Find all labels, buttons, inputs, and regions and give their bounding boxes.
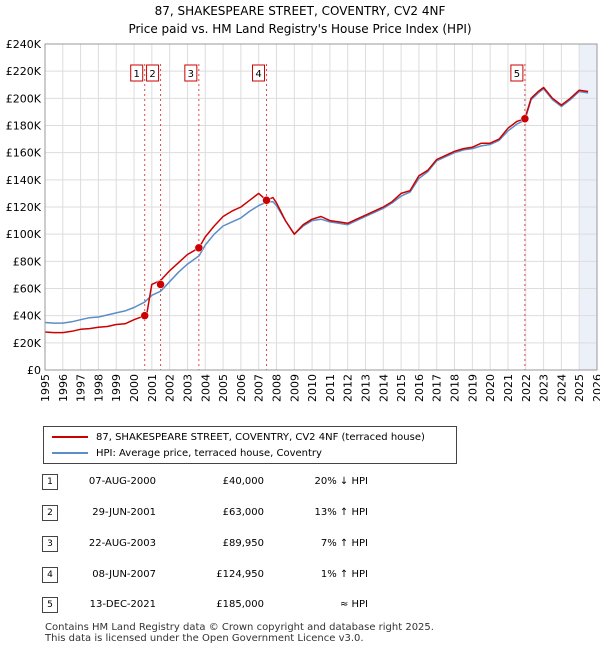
footer-license: This data is licensed under the Open Gov…: [45, 633, 364, 644]
sale-date: 07-AUG-2000: [88, 476, 156, 487]
x-tick-label: 1995: [39, 374, 52, 402]
y-tick-label: £80K: [13, 255, 42, 268]
sale-number: 4: [42, 567, 58, 583]
x-tick-label: 2004: [199, 374, 212, 402]
y-tick-label: £240K: [6, 38, 42, 51]
sale-marker-label: 4: [255, 69, 261, 80]
legend-item-hpi: HPI: Average price, terraced house, Cove…: [52, 445, 322, 461]
series-line: [44, 88, 589, 324]
sale-hpi-compare: 7% ↑ HPI: [320, 538, 368, 549]
y-tick-label: £200K: [6, 92, 42, 105]
legend-swatch-property: [52, 436, 88, 438]
legend-item-property: 87, SHAKESPEARE STREET, COVENTRY, CV2 4N…: [52, 429, 425, 445]
sale-price: £40,000: [222, 476, 264, 487]
sale-price: £124,950: [216, 569, 264, 580]
sale-marker-label: 2: [149, 69, 155, 80]
sale-point: [262, 196, 271, 205]
sale-point: [520, 114, 530, 123]
y-tick-label: £60K: [13, 283, 42, 296]
sale-price: £185,000: [216, 599, 264, 610]
sale-date: 22-AUG-2003: [88, 538, 156, 549]
y-tick-label: £120K: [6, 201, 42, 214]
x-tick-label: 2001: [146, 374, 159, 402]
y-tick-label: £0: [27, 364, 41, 377]
x-tick-label: 1996: [57, 374, 70, 402]
x-tick-label: 1997: [75, 374, 88, 402]
legend-swatch-hpi: [52, 452, 88, 454]
x-tick-label: 2020: [484, 374, 497, 402]
y-tick-label: £160K: [6, 147, 42, 160]
sale-hpi-compare: ≈ HPI: [339, 599, 368, 610]
footer-copyright: Contains HM Land Registry data © Crown c…: [45, 622, 434, 633]
x-tick-label: 2000: [128, 374, 141, 402]
x-tick-label: 2002: [164, 374, 177, 402]
x-tick-label: 2023: [538, 374, 551, 402]
x-tick-label: 2022: [520, 374, 533, 402]
sale-marker-box: [510, 64, 524, 82]
table-row: 4 08-JUN-2007 £124,950 1% ↑ HPI: [0, 567, 600, 587]
x-tick-label: 2008: [270, 374, 283, 402]
x-tick-label: 2015: [395, 374, 408, 402]
x-tick-label: 2005: [217, 374, 230, 402]
plot-frame: [44, 43, 598, 371]
x-tick-label: 2025: [573, 374, 586, 402]
x-tick-label: 2013: [360, 374, 373, 402]
table-row: 3 22-AUG-2003 £89,950 7% ↑ HPI: [0, 536, 600, 556]
sale-date: 08-JUN-2007: [92, 569, 156, 580]
sale-price: £89,950: [222, 538, 264, 549]
sale-marker-box: [184, 64, 198, 82]
sale-number: 2: [42, 505, 58, 521]
sale-number: 3: [42, 536, 58, 552]
x-tick-label: 2011: [324, 374, 337, 402]
x-tick-label: 1999: [110, 374, 123, 402]
x-tick-label: 2021: [502, 374, 515, 402]
x-tick-label: 2010: [306, 374, 319, 402]
x-tick-label: 2007: [253, 374, 266, 402]
sale-point: [194, 243, 204, 253]
x-tick-label: 2016: [413, 374, 426, 402]
sale-point: [140, 311, 149, 320]
chart-subtitle: Price paid vs. HM Land Registry's House …: [128, 22, 472, 36]
x-tick-label: 2024: [555, 374, 568, 402]
chart-legend: 87, SHAKESPEARE STREET, COVENTRY, CV2 4N…: [43, 426, 457, 464]
table-row: 1 07-AUG-2000 £40,000 20% ↓ HPI: [0, 474, 600, 494]
sale-marker-box: [146, 64, 160, 82]
sale-marker-label: 5: [514, 69, 520, 80]
sale-hpi-compare: 1% ↑ HPI: [320, 569, 368, 580]
x-tick-label: 1998: [92, 374, 105, 402]
sale-date: 13-DEC-2021: [89, 599, 156, 610]
y-tick-label: £140K: [6, 174, 42, 187]
sale-marker-box: [252, 64, 266, 82]
sale-point: [156, 280, 165, 289]
y-tick-label: £20K: [13, 337, 42, 350]
sale-date: 29-JUN-2001: [92, 507, 156, 518]
x-tick-label: 2019: [466, 374, 479, 402]
sale-hpi-compare: 20% ↓ HPI: [314, 476, 368, 487]
sale-hpi-compare: 13% ↑ HPI: [314, 507, 368, 518]
sale-marker-label: 3: [188, 69, 194, 80]
y-tick-label: £220K: [6, 65, 42, 78]
chart-title: 87, SHAKESPEARE STREET, COVENTRY, CV2 4N…: [154, 4, 446, 18]
x-tick-label: 2018: [449, 374, 462, 402]
table-row: 2 29-JUN-2001 £63,000 13% ↑ HPI: [0, 505, 600, 525]
sale-number: 1: [42, 474, 58, 490]
x-tick-label: 2009: [288, 374, 301, 402]
sale-price: £63,000: [222, 507, 264, 518]
y-tick-label: £180K: [6, 120, 42, 133]
sale-marker-label: 1: [134, 69, 140, 80]
x-tick-label: 2006: [235, 374, 248, 402]
x-tick-label: 2003: [181, 374, 194, 402]
price-chart: 1 2 3 4 5 £0 £20K £40K £60K £80K £100K £120K £140K £1…: [6, 38, 600, 402]
x-tick-label: 2026: [591, 374, 600, 402]
y-tick-label: £40K: [13, 310, 42, 323]
x-tick-label: 2017: [431, 374, 444, 402]
legend-label-hpi: HPI: Average price, terraced house, Cove…: [96, 447, 322, 459]
y-tick-label: £100K: [6, 228, 42, 241]
x-tick-label: 2012: [342, 374, 355, 402]
sale-marker-box: [130, 64, 144, 82]
sale-number: 5: [42, 597, 58, 613]
x-tick-label: 2014: [377, 374, 390, 402]
table-row: 5 13-DEC-2021 £185,000 ≈ HPI: [0, 597, 600, 617]
legend-label-property: 87, SHAKESPEARE STREET, COVENTRY, CV2 4N…: [96, 431, 425, 443]
